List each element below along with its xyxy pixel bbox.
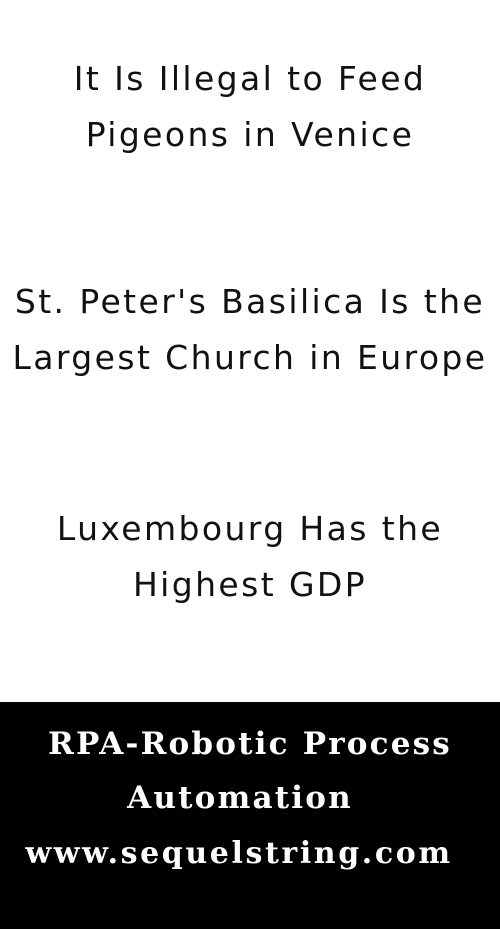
footer-title-line-1: RPA-Robotic Process <box>48 726 452 762</box>
fact-heading: Luxembourg Has the Highest GDP <box>56 509 444 604</box>
facts-panel: It Is Illegal to Feed Pigeons in Venice … <box>12 59 488 604</box>
fact-heading: St. Peter's Basilica Is the Largest Chur… <box>12 282 488 377</box>
fact-heading: It Is Illegal to Feed Pigeons in Venice <box>73 59 427 154</box>
footer-title-line-2: Automation <box>127 780 353 816</box>
website-link[interactable]: www.sequelstring.com <box>25 836 453 871</box>
footer-banner: RPA-Robotic Process Automation www.seque… <box>0 702 500 929</box>
